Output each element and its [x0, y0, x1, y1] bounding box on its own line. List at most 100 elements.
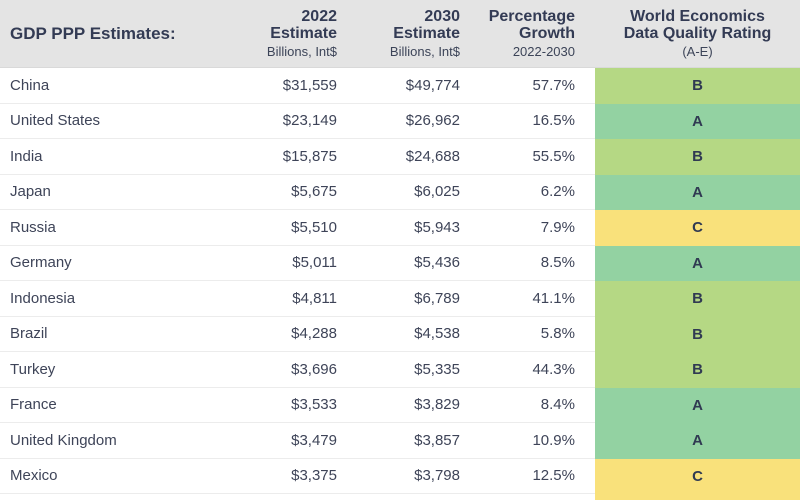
header-growth-period: 2022-2030: [512, 44, 575, 59]
country-cell: Indonesia: [10, 289, 76, 307]
est-2022-cell: $5,011: [292, 254, 337, 272]
header-col-2030: 2030 Estimate Billions, Int$: [337, 0, 460, 67]
est-2022-cell: $4,811: [292, 289, 337, 307]
header-2022-line2: Estimate: [270, 25, 337, 42]
est-2022-cell: $3,479: [291, 431, 337, 449]
table-row-left: India $15,875 $24,688 55.5%: [0, 139, 595, 175]
est-2030-cell: $26,962: [405, 112, 460, 130]
table-row: China $31,559 $49,774 57.7% B: [0, 68, 800, 104]
table-row: Indonesia $4,811 $6,789 41.1% B: [0, 281, 800, 317]
cutoff-row-left: [0, 494, 595, 500]
header-col-growth: Percentage Growth 2022-2030: [460, 0, 575, 67]
header-col-2022: 2022 Estimate Billions, Int$: [190, 0, 337, 67]
est-2022-cell: $4,288: [291, 325, 337, 343]
country-cell: Germany: [10, 254, 72, 272]
country-cell: United States: [10, 112, 101, 130]
table-row-left: Germany $5,011 $5,436 8.5%: [0, 246, 595, 281]
est-2022-cell: $3,375: [291, 467, 337, 485]
est-2030-cell: $6,789: [414, 289, 460, 307]
table-row-left: China $31,559 $49,774 57.7%: [0, 68, 595, 104]
rating-cell: A: [595, 174, 800, 210]
header-rating-line1: World Economics: [630, 8, 765, 25]
rating-cell: A: [595, 387, 800, 423]
header-growth-line1: Percentage: [488, 8, 575, 25]
cutoff-row: [0, 494, 800, 500]
growth-cell: 8.4%: [540, 396, 575, 414]
header-2022-units: Billions, Int$: [266, 44, 337, 59]
header-growth-line2: Growth: [519, 25, 575, 42]
est-2030-cell: $3,857: [414, 431, 460, 449]
est-2022-cell: $23,149: [282, 112, 337, 130]
growth-cell: 55.5%: [532, 147, 575, 165]
country-cell: India: [10, 147, 43, 165]
est-2030-cell: $5,943: [414, 218, 460, 236]
table-header: GDP PPP Estimates: 2022 Estimate Billion…: [0, 0, 800, 68]
table-row: United States $23,149 $26,962 16.5% A: [0, 103, 800, 139]
rating-cell: B: [595, 281, 800, 317]
rating-cell: B: [595, 316, 800, 352]
est-2030-cell: $3,798: [414, 467, 460, 485]
table-row: Germany $5,011 $5,436 8.5% A: [0, 245, 800, 281]
est-2022-cell: $15,875: [282, 147, 337, 165]
header-2030-units: Billions, Int$: [389, 44, 460, 59]
est-2030-cell: $49,774: [405, 76, 460, 94]
est-2030-cell: $3,829: [414, 396, 460, 414]
rating-cell: A: [595, 423, 800, 459]
country-cell: Turkey: [10, 360, 56, 378]
est-2030-cell: $6,025: [414, 183, 460, 201]
header-col-rating: World Economics Data Quality Rating (A-E…: [595, 0, 800, 67]
growth-cell: 41.1%: [532, 289, 575, 307]
country-cell: China: [10, 76, 50, 94]
growth-cell: 16.5%: [532, 112, 575, 130]
growth-cell: 44.3%: [532, 360, 575, 378]
table-row-left: Japan $5,675 $6,025 6.2%: [0, 175, 595, 210]
rating-cell: A: [595, 245, 800, 281]
table-title: GDP PPP Estimates:: [10, 23, 176, 43]
est-2022-cell: $5,510: [291, 218, 337, 236]
table-row-left: Mexico $3,375 $3,798 12.5%: [0, 459, 595, 494]
country-cell: Mexico: [10, 467, 58, 485]
est-2022-cell: $5,675: [291, 183, 337, 201]
est-2022-cell: $3,696: [291, 360, 337, 378]
header-2022-line1: 2022: [301, 8, 337, 25]
header-rating-line2: Data Quality Rating: [623, 25, 772, 42]
growth-cell: 8.5%: [540, 254, 575, 272]
cutoff-rating-strip: [595, 494, 800, 500]
rating-cell: B: [595, 352, 800, 388]
table-row: Japan $5,675 $6,025 6.2% A: [0, 174, 800, 210]
table-row: Turkey $3,696 $5,335 44.3% B: [0, 352, 800, 388]
rating-cell: C: [595, 458, 800, 494]
country-cell: United Kingdom: [10, 431, 117, 449]
growth-cell: 57.7%: [532, 76, 575, 94]
table-row-left: Brazil $4,288 $4,538 5.8%: [0, 317, 595, 352]
est-2022-cell: $3,533: [291, 396, 337, 414]
est-2030-cell: $4,538: [414, 325, 460, 343]
growth-cell: 6.2%: [540, 183, 575, 201]
est-2030-cell: $5,335: [414, 360, 460, 378]
header-rating-scale: (A-E): [682, 44, 713, 59]
table-body: China $31,559 $49,774 57.7% B United Sta…: [0, 68, 800, 494]
table-row-left: Russia $5,510 $5,943 7.9%: [0, 210, 595, 246]
country-cell: Brazil: [10, 325, 48, 343]
growth-cell: 7.9%: [540, 218, 575, 236]
country-cell: Russia: [10, 218, 56, 236]
table-row: Mexico $3,375 $3,798 12.5% C: [0, 458, 800, 494]
header-gap: [575, 0, 595, 67]
table-row-left: United Kingdom $3,479 $3,857 10.9%: [0, 423, 595, 459]
table-row: France $3,533 $3,829 8.4% A: [0, 387, 800, 423]
country-cell: Japan: [10, 183, 51, 201]
table-row-left: Indonesia $4,811 $6,789 41.1%: [0, 281, 595, 317]
table-row-left: United States $23,149 $26,962 16.5%: [0, 104, 595, 139]
header-2030-line2: Estimate: [393, 25, 460, 42]
rating-cell: B: [595, 68, 800, 104]
growth-cell: 5.8%: [540, 325, 575, 343]
rating-cell: B: [595, 139, 800, 175]
country-cell: France: [10, 396, 57, 414]
growth-cell: 12.5%: [532, 467, 575, 485]
table-row: United Kingdom $3,479 $3,857 10.9% A: [0, 423, 800, 459]
table-row: Russia $5,510 $5,943 7.9% C: [0, 210, 800, 246]
table-row-left: France $3,533 $3,829 8.4%: [0, 388, 595, 423]
rating-cell: A: [595, 103, 800, 139]
est-2030-cell: $5,436: [414, 254, 460, 272]
